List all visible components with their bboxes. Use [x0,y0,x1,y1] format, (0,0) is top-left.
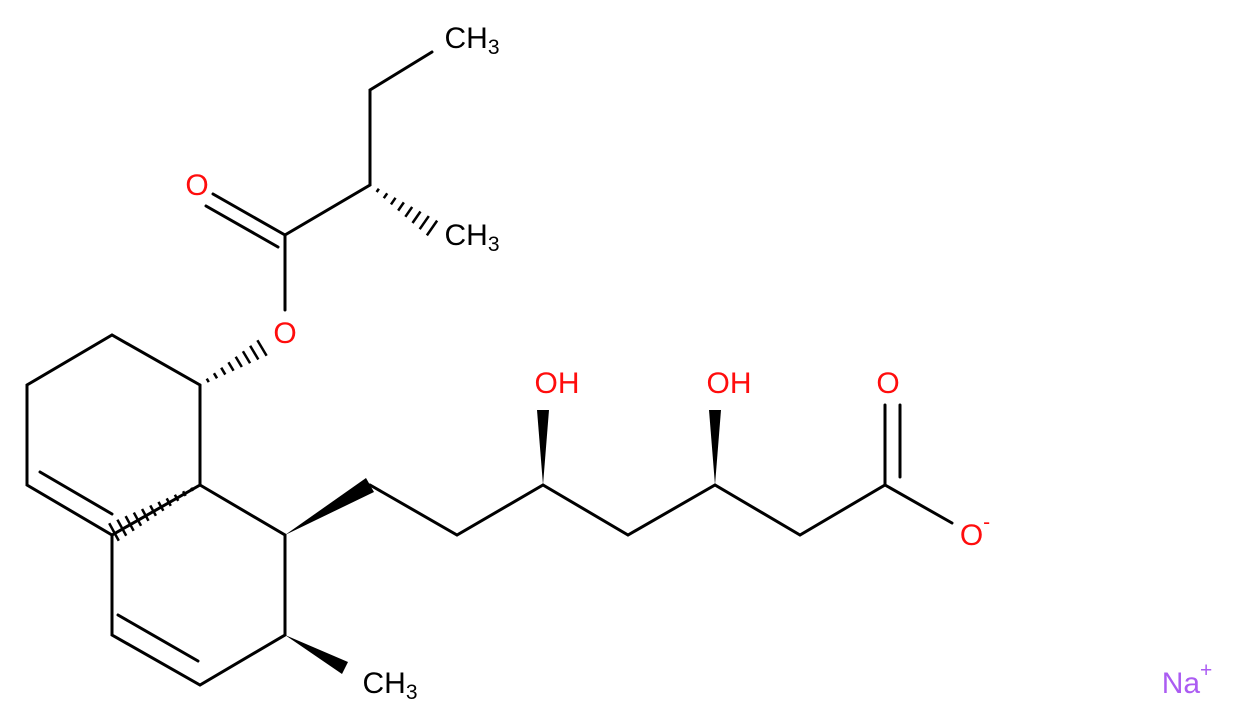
bond [110,483,287,687]
atom-label: O- [960,511,990,552]
hash-line [375,188,380,193]
hash-line [190,487,195,492]
hash-line [241,350,252,364]
atom-label: O [273,317,296,350]
bond [368,483,954,537]
bond [25,333,202,537]
hash-line [389,197,397,206]
bond [38,470,114,516]
hash-line [157,501,165,512]
hash-line [205,378,210,383]
hash-line [227,361,235,372]
atom-label: OH [535,367,580,400]
hash-line [140,508,150,522]
hash-line [249,345,260,361]
hash-line [182,490,187,497]
bond [883,403,902,487]
hash-line [165,497,172,507]
hash-line [132,511,143,527]
hash-line [425,219,439,237]
hash-line [382,192,389,199]
hash-line [212,372,219,379]
hash-line [198,383,202,387]
wedge-bond [285,478,374,535]
atom-label: OH [707,367,752,400]
atom-label: Na+ [1162,659,1213,700]
bond [204,192,287,249]
hash-line [116,519,128,537]
atom-label: CH3 [362,667,417,704]
hash-line [149,504,158,517]
hash-line [404,206,414,218]
wedge-bond [709,410,721,485]
hash-line [124,515,135,532]
atom-labels: CH3 O CH3 O OH OH O O- CH3 Na+ [185,22,1212,704]
atom-label: O [185,169,208,202]
wedge-bond [285,635,348,674]
hashed-bonds [108,183,439,542]
bond [116,613,200,663]
hash-line [108,522,120,542]
hash-line [397,201,405,212]
hash-line [234,356,243,368]
hash-line [418,215,430,230]
bonds [25,50,954,687]
atom-label: CH3 [444,22,499,59]
bond [283,50,434,312]
hash-line [368,183,372,187]
hash-line [256,339,268,357]
hash-line [173,494,180,502]
atom-label: CH3 [444,219,499,256]
hash-line [411,210,422,224]
wedge-bond [537,410,549,485]
hash-line [198,483,202,487]
atom-label: O [876,367,899,400]
hash-line [220,367,227,376]
